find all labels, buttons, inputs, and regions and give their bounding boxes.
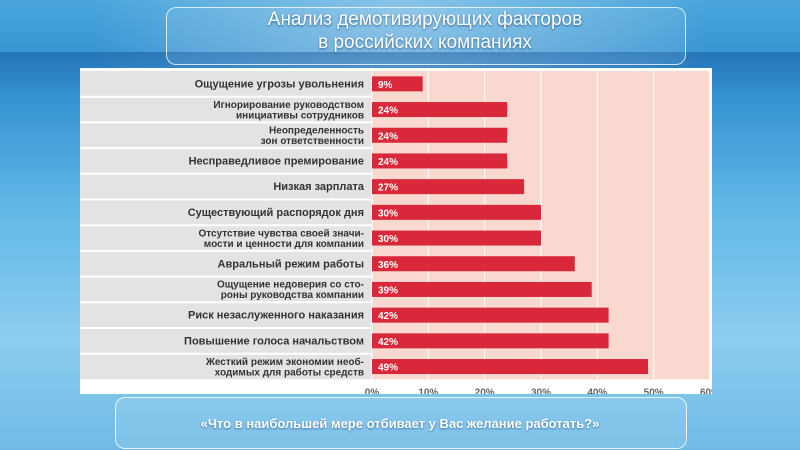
x-tick-label: 50% bbox=[644, 387, 664, 394]
x-tick-label: 30% bbox=[531, 387, 551, 394]
bar-chart: 0% 10% 20% 30% 40% 50% 60% Ощущение угрозы увол… bbox=[80, 71, 720, 398]
bar bbox=[372, 307, 609, 323]
category-label: Отсутствие чувства своей значи- bbox=[198, 228, 364, 239]
x-tick-label: 40% bbox=[587, 387, 607, 394]
x-tick-label: 0% bbox=[365, 387, 380, 394]
bar bbox=[372, 127, 508, 143]
question-frame bbox=[115, 397, 687, 449]
bar-value-label: 30% bbox=[378, 208, 398, 219]
bar bbox=[372, 102, 508, 118]
title-line-1: Анализ демотивирующих факторов bbox=[267, 9, 583, 30]
bar-value-label: 36% bbox=[378, 260, 398, 271]
bar bbox=[372, 204, 541, 220]
survey-question: «Что в наибольшей мере отбивает у Вас же… bbox=[200, 416, 600, 431]
bar-value-label: 42% bbox=[378, 311, 398, 322]
bar bbox=[372, 281, 592, 297]
category-label: Несправедливое премирование bbox=[189, 155, 364, 167]
category-label: Существующий распорядок дня bbox=[188, 207, 364, 219]
category-label: Неопределенность bbox=[269, 126, 364, 137]
category-label: роны руководства компании bbox=[221, 290, 364, 301]
x-tick-label: 60% bbox=[700, 387, 712, 394]
bar bbox=[372, 256, 575, 272]
bar-value-label: 24% bbox=[378, 131, 398, 142]
category-label: Авральный режим работы bbox=[218, 258, 364, 270]
bar-value-label: 9% bbox=[378, 80, 393, 91]
category-label: Жесткий режим экономии необ- bbox=[205, 356, 364, 368]
slide-title: Анализ демотивирующих факторов в российс… bbox=[166, 8, 684, 54]
x-tick-label: 20% bbox=[475, 387, 495, 394]
title-line-2: в российских компаниях bbox=[318, 32, 532, 53]
bar bbox=[372, 179, 525, 195]
bar-value-label: 39% bbox=[378, 285, 398, 296]
category-label: ходимых для работы средств bbox=[215, 366, 364, 378]
category-label: Ощущение угрозы увольнения bbox=[195, 78, 364, 90]
category-label: мости и ценности для компании bbox=[204, 239, 364, 250]
bar bbox=[372, 333, 609, 349]
x-tick-label: 10% bbox=[418, 387, 438, 394]
bar bbox=[372, 230, 541, 246]
category-label: инициативы сотрудников bbox=[236, 110, 364, 121]
category-label: зон ответственности bbox=[261, 136, 364, 147]
category-label: Игнорирование руководством bbox=[213, 100, 364, 111]
bar bbox=[372, 359, 649, 375]
title-frame bbox=[166, 7, 686, 65]
category-label: Ощущение недоверия со сто- bbox=[217, 280, 364, 291]
category-label: Риск незаслуженного наказания bbox=[188, 310, 364, 322]
bar-value-label: 49% bbox=[378, 363, 398, 374]
bar-value-label: 24% bbox=[378, 106, 398, 117]
category-label: Низкая зарплата bbox=[273, 181, 365, 193]
bar-value-label: 42% bbox=[378, 337, 398, 348]
bar bbox=[372, 76, 423, 92]
bar-value-label: 24% bbox=[378, 157, 398, 168]
chart-panel: 0% 10% 20% 30% 40% 50% 60% Ощущение угрозы увол… bbox=[80, 68, 720, 398]
bar-value-label: 27% bbox=[378, 183, 398, 194]
category-label: Повышение голоса начальством bbox=[184, 335, 364, 347]
bar bbox=[372, 153, 508, 169]
bar-value-label: 30% bbox=[378, 234, 398, 245]
